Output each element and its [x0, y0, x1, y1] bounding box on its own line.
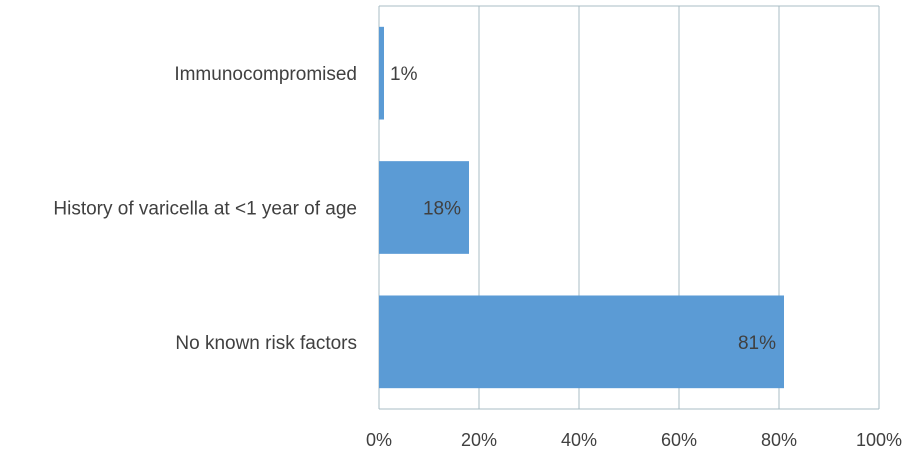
- x-tick-label: 100%: [856, 430, 902, 450]
- gridlines: [378, 5, 880, 410]
- bar: [379, 161, 469, 254]
- bar: [379, 26, 384, 120]
- x-axis-tick-labels: 0% 20% 40% 60% 80% 100%: [366, 430, 902, 450]
- bar: [379, 295, 784, 389]
- x-tick-label: 0%: [366, 430, 392, 450]
- data-label: 81%: [738, 333, 776, 354]
- category-labels: Immunocompromised History of varicella at…: [53, 64, 357, 354]
- category-label: No known risk factors: [175, 333, 357, 354]
- x-tick-label: 60%: [661, 430, 697, 450]
- x-tick-label: 40%: [561, 430, 597, 450]
- category-label: History of varicella at <1 year of age: [53, 199, 357, 220]
- x-tick-label: 20%: [461, 430, 497, 450]
- bars: [379, 26, 784, 389]
- x-tick-label: 80%: [761, 430, 797, 450]
- data-label: 18%: [423, 199, 461, 220]
- data-label: 1%: [390, 64, 418, 85]
- data-labels: 1% 18% 81%: [390, 64, 776, 354]
- category-label: Immunocompromised: [174, 64, 357, 85]
